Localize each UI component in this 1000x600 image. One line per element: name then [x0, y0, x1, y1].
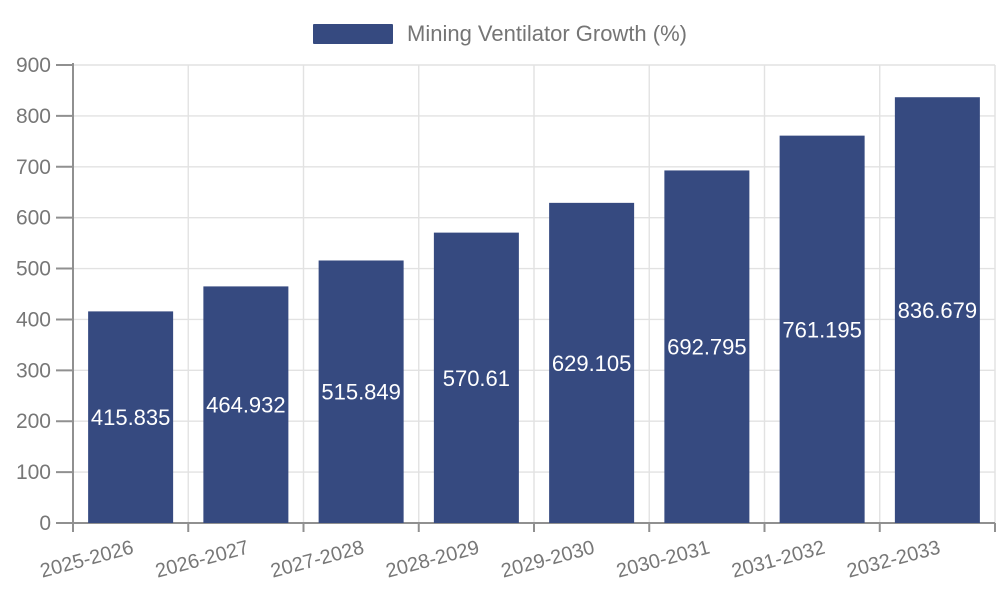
- bar-value-label: 836.679: [898, 298, 978, 323]
- y-tick-label: 900: [16, 54, 51, 77]
- bar: [318, 260, 404, 523]
- y-tick-label: 600: [16, 207, 51, 230]
- y-tick-label: 700: [16, 156, 51, 179]
- x-category-label: 2032-2033: [845, 537, 943, 583]
- x-category-label: 2026-2027: [153, 537, 251, 583]
- x-category-label: 2030-2031: [614, 537, 712, 583]
- bar: [433, 232, 519, 523]
- y-tick-label: 300: [16, 359, 51, 382]
- bar-value-label: 761.195: [782, 317, 862, 342]
- bar: [894, 97, 980, 523]
- bar-value-label: 415.835: [91, 405, 171, 430]
- x-category-label: 2025-2026: [38, 537, 136, 583]
- y-tick-label: 0: [39, 512, 51, 535]
- y-tick-label: 200: [16, 410, 51, 433]
- bar-value-label: 515.849: [321, 380, 401, 405]
- bar: [88, 311, 174, 523]
- y-tick-label: 500: [16, 258, 51, 281]
- bar-value-label: 464.932: [206, 393, 286, 418]
- bar-value-label: 629.105: [552, 351, 632, 376]
- bar-value-label: 570.61: [443, 366, 510, 391]
- x-category-label: 2028-2029: [384, 537, 482, 583]
- x-category-label: 2029-2030: [499, 537, 597, 583]
- bar: [664, 170, 750, 523]
- bar: [779, 135, 865, 523]
- y-tick-label: 400: [16, 308, 51, 331]
- x-category-label: 2027-2028: [268, 537, 366, 583]
- y-tick-label: 800: [16, 105, 51, 128]
- bar: [549, 202, 635, 523]
- y-tick-label: 100: [16, 461, 51, 484]
- bar-value-label: 692.795: [667, 335, 747, 360]
- x-category-label: 2031-2032: [729, 537, 827, 583]
- bar: [203, 286, 289, 523]
